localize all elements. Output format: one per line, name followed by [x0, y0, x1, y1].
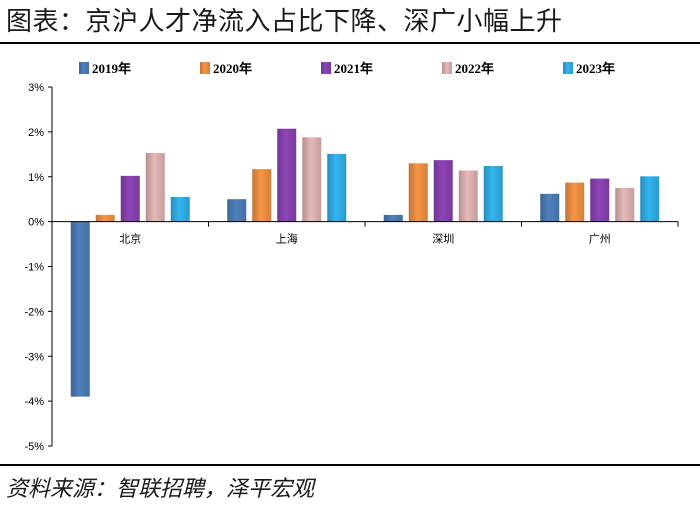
- chart-title: 图表：京沪人才净流入占比下降、深广小幅上升: [6, 7, 563, 37]
- legend-swatch: [79, 62, 89, 74]
- y-tick-label: 1%: [28, 172, 44, 184]
- bar-广州-2020年: [565, 182, 585, 222]
- y-tick-label: 3%: [28, 82, 44, 94]
- y-tick-label: -1%: [24, 262, 44, 274]
- x-category-label: 北京: [119, 232, 141, 246]
- legend-label: 2020年: [213, 61, 252, 76]
- bottom-rule: [0, 464, 700, 466]
- y-tick-label: -4%: [24, 396, 44, 408]
- legend-swatch: [563, 62, 573, 74]
- legend-label: 2022年: [455, 61, 494, 76]
- bar-广州-2023年: [640, 176, 660, 222]
- bar-深圳-2020年: [408, 163, 428, 222]
- bar-上海-2019年: [227, 199, 247, 222]
- bar-上海-2020年: [252, 169, 272, 222]
- bar-北京-2022年: [145, 152, 165, 222]
- bar-上海-2023年: [327, 153, 347, 222]
- bar-北京-2020年: [95, 214, 115, 222]
- y-tick-label: -5%: [24, 441, 44, 453]
- legend: 2019年 2020年 2021年 2022年 2023年: [79, 61, 615, 76]
- y-tick-label: -2%: [24, 306, 44, 318]
- legend-swatch: [321, 62, 331, 74]
- legend-swatch: [442, 62, 452, 74]
- bar-北京-2023年: [170, 196, 190, 222]
- legend-label: 2023年: [576, 61, 615, 76]
- bar-广州-2019年: [540, 193, 560, 222]
- x-category-label: 上海: [276, 232, 298, 246]
- axes: 3% 2% 1% 0% -1% -2% -3% -4% -5% 北京 上海 深圳 广州: [24, 82, 679, 453]
- y-tick-label: 2%: [28, 127, 44, 139]
- bar-上海-2021年: [277, 128, 297, 222]
- legend-label: 2021年: [334, 61, 373, 76]
- bar-深圳-2023年: [483, 165, 503, 222]
- x-category-label: 深圳: [432, 233, 454, 246]
- legend-swatch: [200, 62, 210, 74]
- bar-北京-2021年: [120, 175, 140, 222]
- x-category-label: 广州: [589, 233, 611, 246]
- legend-label: 2019年: [92, 61, 131, 76]
- bar-北京-2019年: [70, 221, 90, 397]
- top-rule: [0, 42, 700, 44]
- bar-深圳-2019年: [383, 214, 403, 222]
- source-note: 资料来源：智联招聘，泽平宏观: [6, 477, 315, 502]
- bars: [70, 128, 660, 397]
- bar-深圳-2021年: [433, 160, 453, 222]
- bar-广州-2021年: [590, 178, 610, 222]
- bar-广州-2022年: [615, 187, 635, 222]
- y-tick-label: 0%: [28, 217, 44, 229]
- bar-深圳-2022年: [458, 170, 478, 222]
- y-tick-label: -3%: [24, 351, 44, 363]
- bar-上海-2022年: [302, 137, 322, 222]
- bar-chart: 2019年 2020年 2021年 2022年 2023年 3% 2% 1% 0% -1% -2%…: [24, 61, 679, 453]
